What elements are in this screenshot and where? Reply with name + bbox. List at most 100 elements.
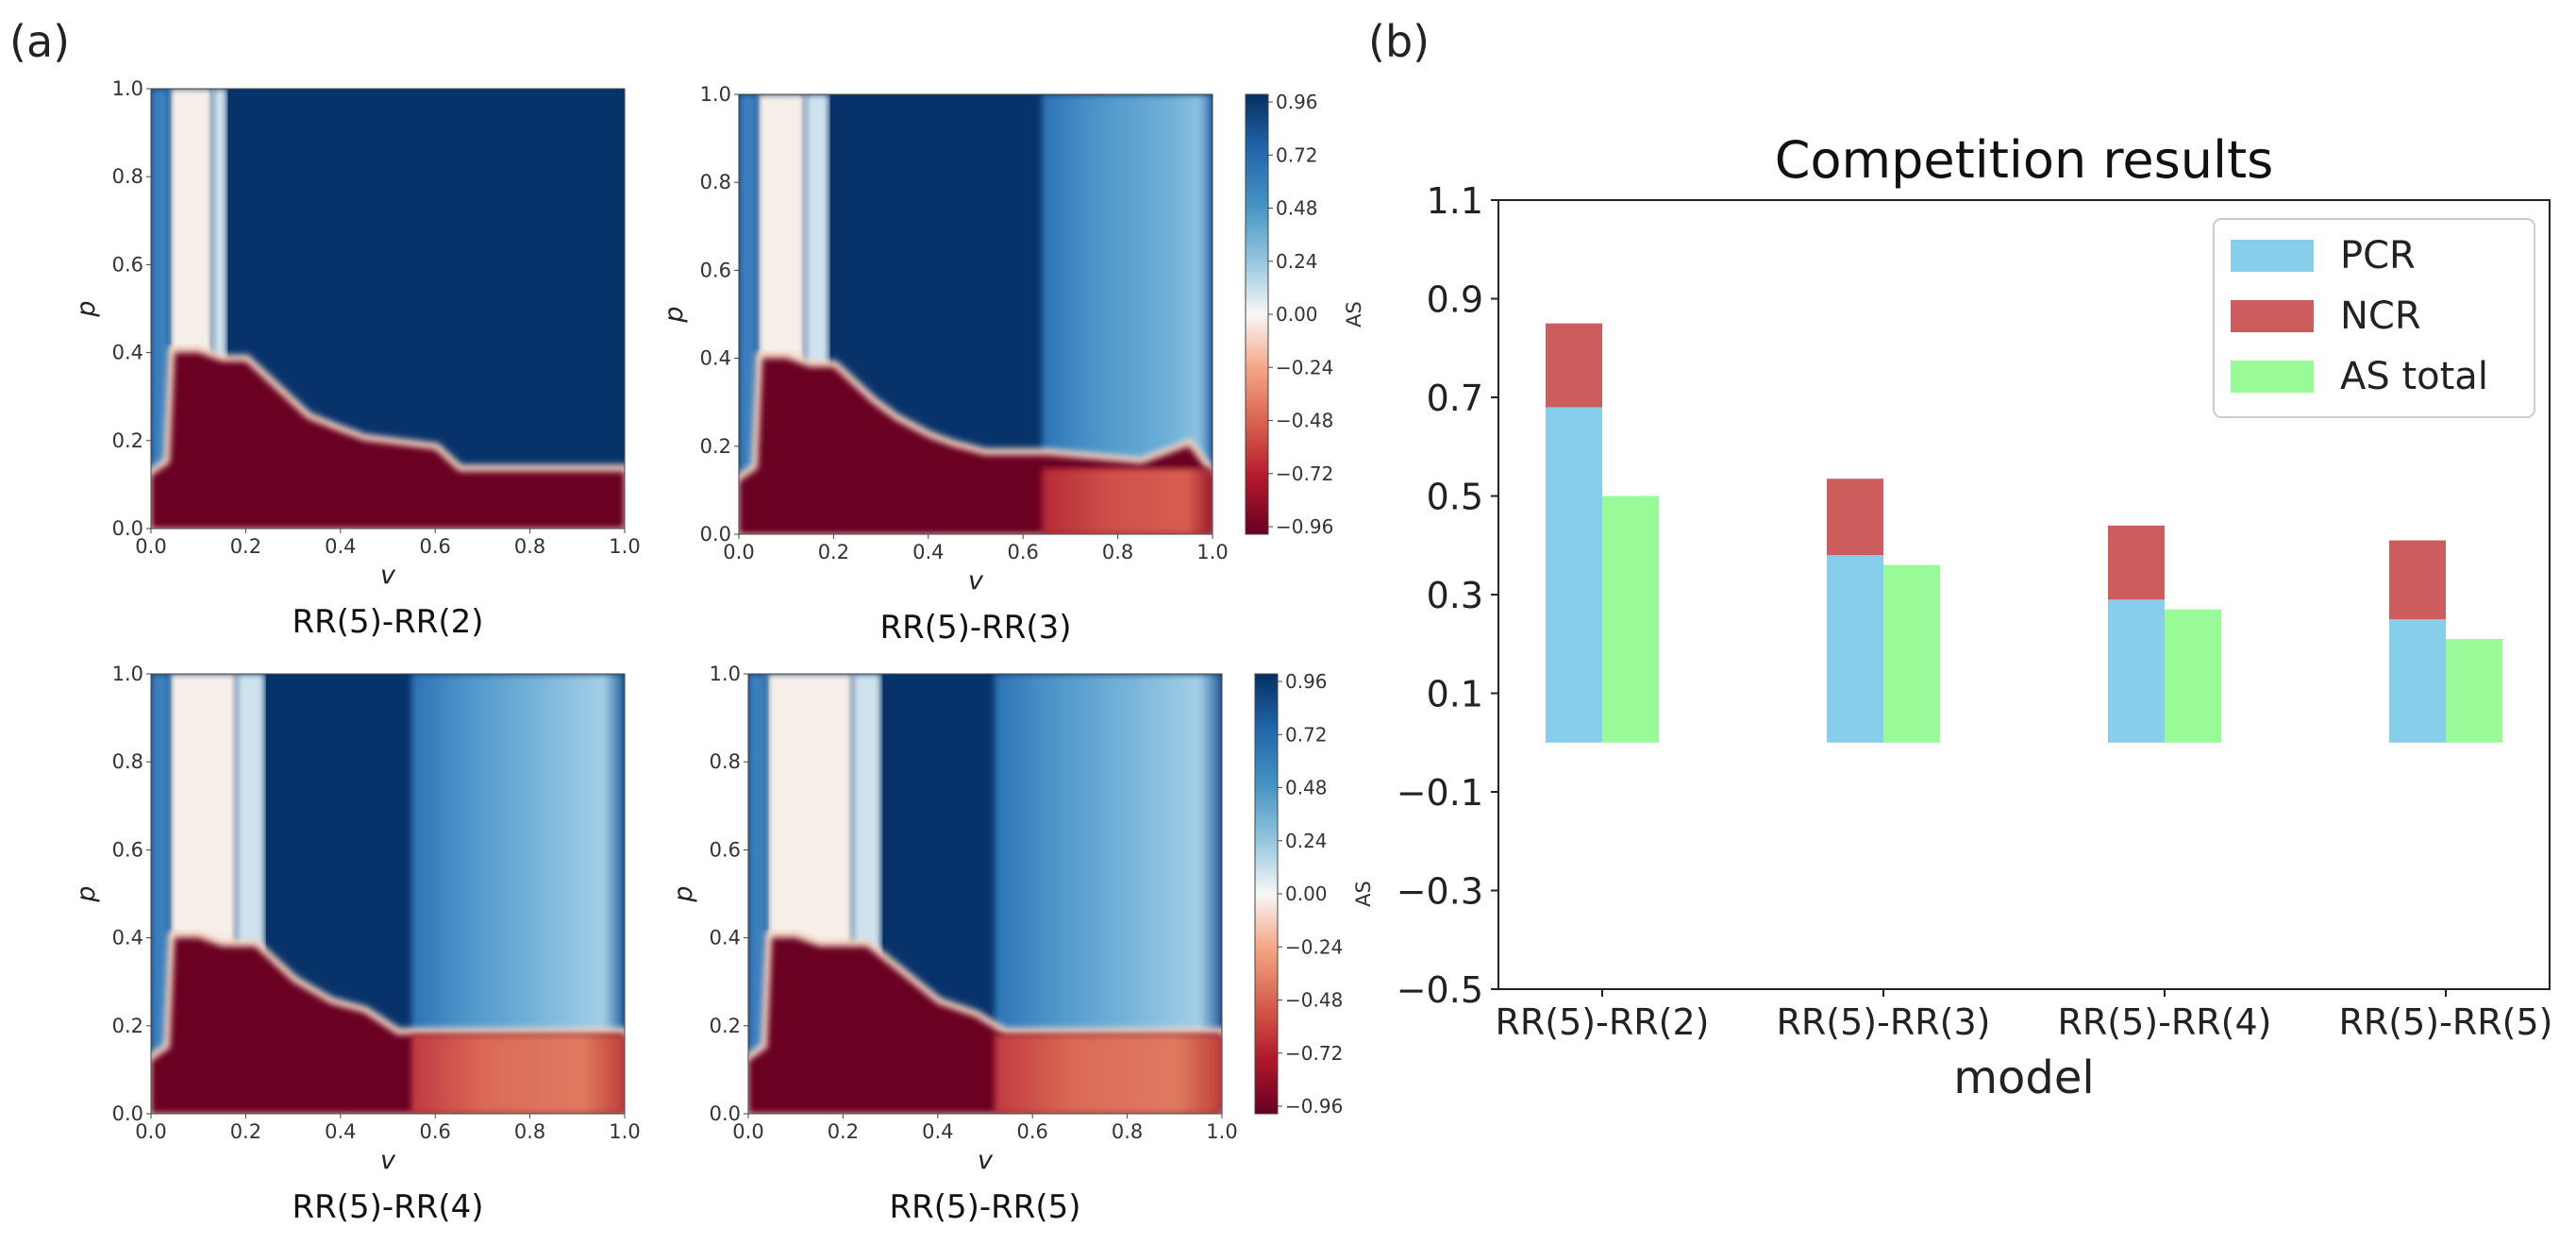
y-tick-label: 0.6 bbox=[700, 259, 731, 281]
colorbar-tick-label: −0.72 bbox=[1276, 462, 1333, 485]
heatmap-left-edge bbox=[739, 94, 759, 534]
bar-ncr bbox=[2389, 540, 2446, 620]
bar-y-tick-label: 0.5 bbox=[1427, 477, 1483, 518]
bar-as-total bbox=[1602, 496, 1659, 743]
colorbar-tick-label: 0.00 bbox=[1276, 303, 1318, 326]
x-tick-label: 0.2 bbox=[230, 1120, 261, 1143]
colorbar-tick-label: −0.96 bbox=[1276, 515, 1333, 538]
x-axis-label: v bbox=[380, 1146, 396, 1175]
y-tick-label: 0.4 bbox=[710, 927, 741, 950]
y-axis-label: p bbox=[72, 300, 101, 317]
x-tick-label: 0.2 bbox=[230, 535, 261, 558]
bar-as-total bbox=[2446, 639, 2502, 743]
bar-pcr bbox=[2389, 619, 2446, 743]
bar-y-tick-label: 0.1 bbox=[1427, 674, 1483, 715]
colorbar-bottom: 0.96 0.72 0.48 0.24 0.00 −0.24 −0.48 −0.72 −0.96… bbox=[1254, 670, 1375, 1118]
x-tick-label: 0.4 bbox=[912, 541, 944, 563]
heatmap-left-edge bbox=[151, 89, 171, 529]
bar-pcr bbox=[2108, 599, 2165, 743]
colorbar-tick-label: −0.96 bbox=[1285, 1095, 1343, 1118]
colorbar-label: AS bbox=[1343, 301, 1365, 328]
x-tick-label: 0.6 bbox=[419, 1120, 450, 1143]
x-tick-label: 0.2 bbox=[818, 541, 849, 563]
colorbar-tick-label: 0.72 bbox=[1276, 143, 1318, 166]
legend-swatch bbox=[2231, 361, 2314, 393]
x-tick-label: 0.0 bbox=[135, 1120, 166, 1143]
heatmap-field bbox=[151, 674, 625, 1114]
colorbar-tick-label: 0.48 bbox=[1285, 777, 1328, 799]
legend-label: NCR bbox=[2340, 294, 2421, 338]
legend-swatch bbox=[2231, 240, 2314, 272]
bar-x-tick-label: RR(5)-RR(2) bbox=[1496, 1001, 1710, 1043]
bar-y-tick-label: −0.1 bbox=[1397, 772, 1483, 814]
bar-ncr bbox=[2108, 525, 2165, 600]
colorbar-tick-label: −0.24 bbox=[1285, 935, 1343, 958]
y-tick-label: 0.6 bbox=[112, 838, 143, 861]
y-tick-label: 0.8 bbox=[710, 750, 741, 773]
x-tick-label: 1.0 bbox=[609, 535, 640, 558]
bar-x-tick-label: RR(5)-RR(4) bbox=[2058, 1001, 2272, 1043]
x-tick-label: 1.0 bbox=[609, 1120, 640, 1143]
y-tick-label: 0.0 bbox=[112, 1102, 143, 1125]
x-tick-label: 0.0 bbox=[135, 535, 166, 558]
panel-label-b: (b) bbox=[1368, 16, 1430, 67]
y-tick-label: 0.4 bbox=[700, 347, 731, 370]
y-tick-label: 0.4 bbox=[112, 927, 143, 950]
y-tick-label: 1.0 bbox=[700, 83, 731, 106]
y-tick-label: 1.0 bbox=[710, 663, 741, 685]
colorbar-tick-label: 0.72 bbox=[1285, 723, 1328, 746]
x-tick-label: 0.8 bbox=[1112, 1120, 1143, 1143]
colorbar-tick-label: −0.48 bbox=[1276, 410, 1333, 432]
bar-as-total bbox=[1883, 564, 1940, 743]
y-tick-label: 0.4 bbox=[112, 342, 143, 364]
y-tick-label: 0.2 bbox=[710, 1015, 741, 1037]
heatmap-left-edge bbox=[748, 674, 768, 1114]
heatmap-rr5-rr3: 0.00.0 0.2 0.2 0.4 0.4 0.6 0.6 0.8 0.8 1.0 1.0 v p RR… bbox=[660, 83, 1229, 647]
colorbar-tick-label: −0.24 bbox=[1276, 356, 1333, 378]
colorbar-gradient bbox=[1245, 93, 1269, 535]
x-tick-label: 0.4 bbox=[325, 1120, 356, 1143]
bar-ncr bbox=[1827, 479, 1883, 556]
y-tick-label: 1.0 bbox=[112, 77, 143, 100]
panel-label-a: (a) bbox=[9, 16, 70, 67]
heatmap-frame bbox=[150, 673, 626, 1115]
colorbar-tick-label: −0.72 bbox=[1285, 1042, 1343, 1065]
x-tick-label: 0.8 bbox=[514, 535, 545, 558]
bar-y-tick-label: −0.5 bbox=[1397, 969, 1483, 1011]
heatmap-frame bbox=[150, 88, 626, 530]
heatmap-field bbox=[748, 674, 1222, 1114]
x-tick-label: 1.0 bbox=[1206, 1120, 1237, 1143]
bar-y-tick-label: 0.3 bbox=[1427, 575, 1483, 616]
bar-y-tick-label: 1.1 bbox=[1427, 180, 1483, 222]
colorbar-top: 0.96 0.72 0.48 0.24 0.00 −0.24 −0.48 −0.72 −0.96… bbox=[1245, 91, 1365, 538]
legend-label: AS total bbox=[2340, 355, 2488, 398]
heatmap-rr5-rr2: 0.00.0 0.2 0.2 0.4 0.4 0.6 0.6 0.8 0.8 1.0 1.0 v p RR… bbox=[72, 77, 641, 641]
heatmap-title: RR(5)-RR(3) bbox=[879, 609, 1071, 647]
y-tick-label: 0.6 bbox=[112, 253, 143, 276]
heatmap-rr5-rr5: 0.00.0 0.2 0.2 0.4 0.4 0.6 0.6 0.8 0.8 1.0 1.0 v p RR… bbox=[669, 663, 1238, 1226]
heatmap-light-red-region bbox=[411, 1034, 625, 1114]
colorbar-tick-label: 0.96 bbox=[1285, 670, 1328, 693]
heatmap-field bbox=[739, 94, 1213, 534]
x-tick-label: 0.4 bbox=[922, 1120, 953, 1143]
x-tick-label: 0.6 bbox=[1016, 1120, 1047, 1143]
y-tick-label: 0.2 bbox=[112, 429, 143, 452]
x-tick-label: 0.0 bbox=[732, 1120, 763, 1143]
colorbar-gradient bbox=[1254, 673, 1279, 1115]
bar-chart-title: Competition results bbox=[1775, 130, 2274, 190]
x-tick-label: 1.0 bbox=[1196, 541, 1228, 563]
y-tick-label: 0.0 bbox=[112, 517, 143, 540]
bar-y-tick-label: −0.3 bbox=[1397, 871, 1483, 913]
y-axis-label: p bbox=[72, 885, 101, 902]
bar-x-axis-label: model bbox=[1953, 1051, 2094, 1104]
heatmap-title: RR(5)-RR(4) bbox=[292, 1188, 483, 1226]
y-tick-label: 0.2 bbox=[700, 435, 731, 458]
colorbar-tick-label: 0.00 bbox=[1285, 883, 1328, 905]
heatmap-frame bbox=[738, 93, 1213, 535]
heatmap-title: RR(5)-RR(2) bbox=[292, 603, 483, 641]
bar-x-tick-label: RR(5)-RR(5) bbox=[2339, 1001, 2553, 1043]
heatmap-field bbox=[151, 89, 625, 529]
x-tick-label: 0.8 bbox=[1102, 541, 1133, 563]
x-axis-label: v bbox=[380, 561, 396, 590]
